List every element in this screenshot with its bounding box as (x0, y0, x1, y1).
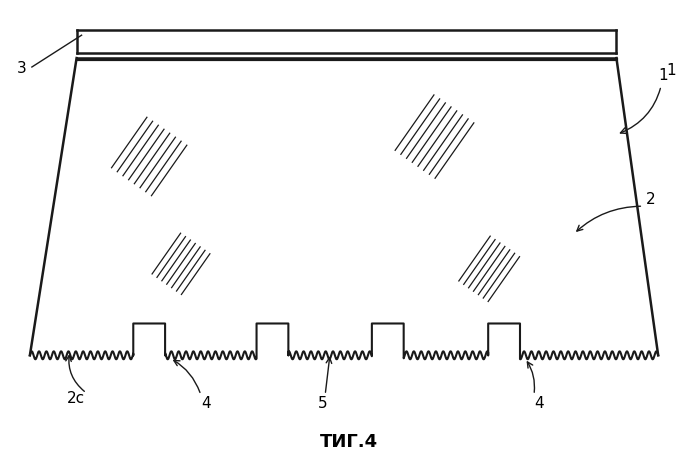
Text: 1: 1 (666, 63, 676, 78)
Text: 3: 3 (17, 61, 27, 76)
Text: 2: 2 (647, 192, 656, 207)
Text: 1: 1 (621, 68, 668, 134)
Text: 2c: 2c (66, 391, 85, 406)
Text: 4: 4 (534, 396, 544, 411)
Text: 4: 4 (201, 396, 210, 411)
Text: 5: 5 (318, 396, 328, 411)
Text: ΤИГ.4: ΤИГ.4 (320, 433, 378, 451)
